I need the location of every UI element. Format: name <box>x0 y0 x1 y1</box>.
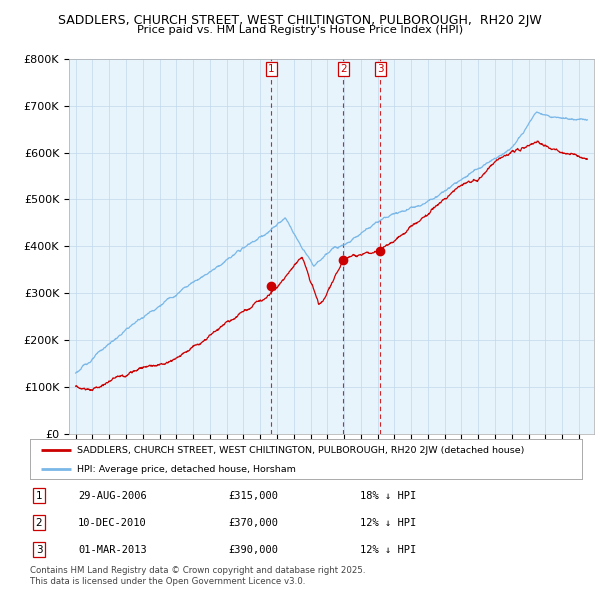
Text: HPI: Average price, detached house, Horsham: HPI: Average price, detached house, Hors… <box>77 464 296 474</box>
Text: 12% ↓ HPI: 12% ↓ HPI <box>360 545 416 555</box>
Text: £315,000: £315,000 <box>228 491 278 500</box>
Text: 10-DEC-2010: 10-DEC-2010 <box>78 518 147 527</box>
Text: 1: 1 <box>268 64 275 74</box>
Text: 2: 2 <box>35 518 43 527</box>
Text: Price paid vs. HM Land Registry's House Price Index (HPI): Price paid vs. HM Land Registry's House … <box>137 25 463 35</box>
Text: SADDLERS, CHURCH STREET, WEST CHILTINGTON, PULBOROUGH, RH20 2JW (detached house): SADDLERS, CHURCH STREET, WEST CHILTINGTO… <box>77 445 524 455</box>
Text: 01-MAR-2013: 01-MAR-2013 <box>78 545 147 555</box>
Text: 1: 1 <box>35 491 43 500</box>
Text: 29-AUG-2006: 29-AUG-2006 <box>78 491 147 500</box>
Text: 3: 3 <box>377 64 384 74</box>
Text: SADDLERS, CHURCH STREET, WEST CHILTINGTON, PULBOROUGH,  RH20 2JW: SADDLERS, CHURCH STREET, WEST CHILTINGTO… <box>58 14 542 27</box>
Text: 18% ↓ HPI: 18% ↓ HPI <box>360 491 416 500</box>
Text: 12% ↓ HPI: 12% ↓ HPI <box>360 518 416 527</box>
Text: 2: 2 <box>340 64 346 74</box>
Text: 3: 3 <box>35 545 43 555</box>
Text: £370,000: £370,000 <box>228 518 278 527</box>
Text: £390,000: £390,000 <box>228 545 278 555</box>
Text: Contains HM Land Registry data © Crown copyright and database right 2025.
This d: Contains HM Land Registry data © Crown c… <box>30 566 365 586</box>
